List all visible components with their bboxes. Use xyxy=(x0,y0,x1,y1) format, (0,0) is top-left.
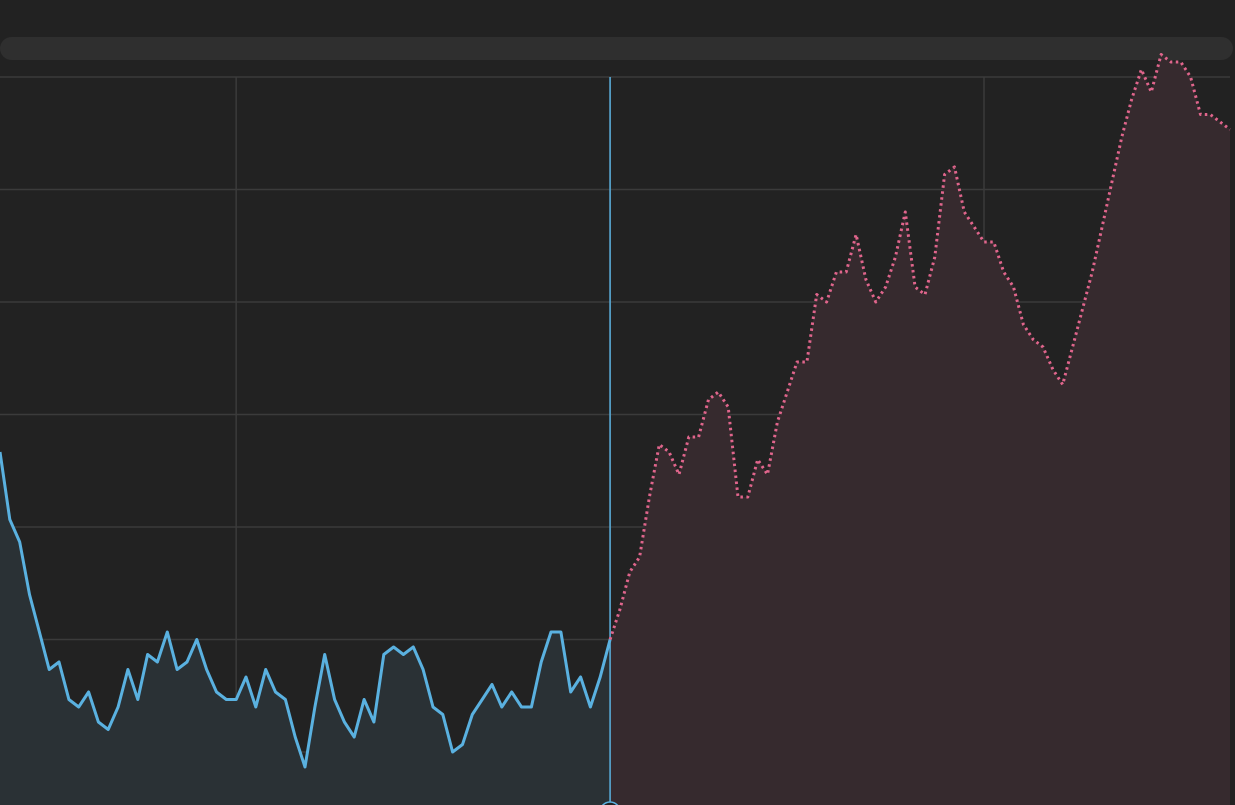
forecast-area xyxy=(610,54,1230,805)
cursor-handle xyxy=(601,801,619,805)
forecast-line xyxy=(608,53,1231,640)
history-line xyxy=(0,451,612,769)
timeline-scrollbar[interactable] xyxy=(0,37,1233,60)
history-area xyxy=(0,452,611,805)
